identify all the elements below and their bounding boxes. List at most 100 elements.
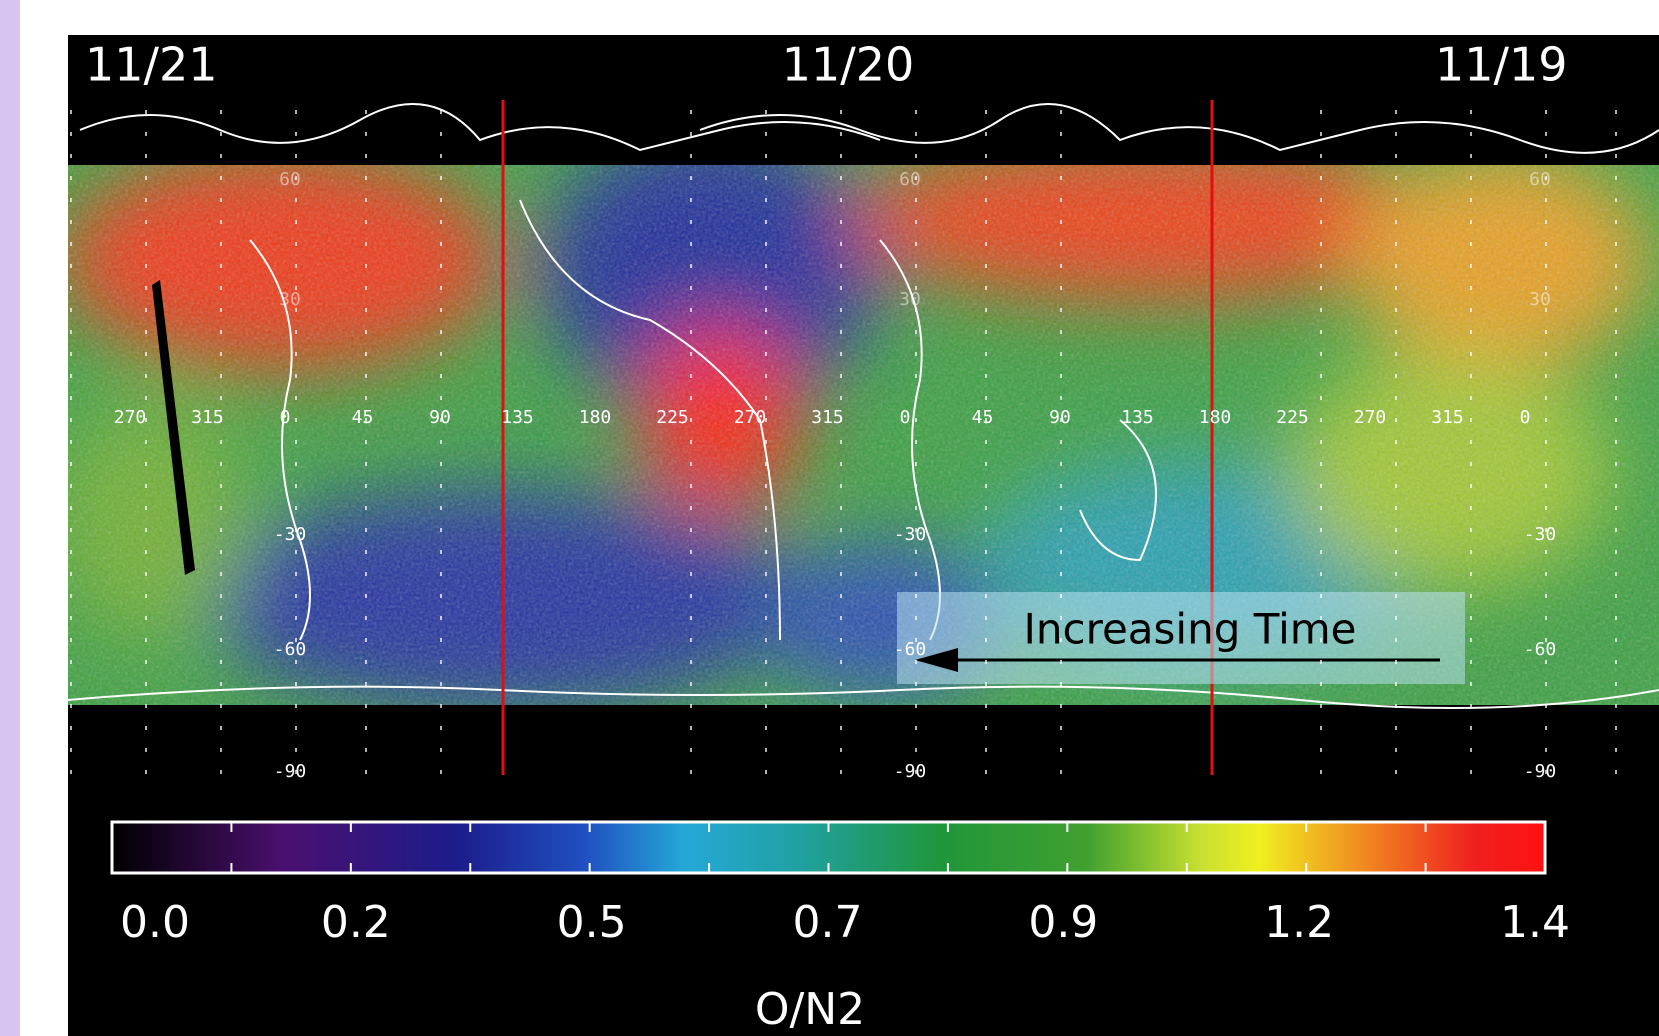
grid-dot — [145, 682, 147, 686]
grid-dot — [365, 484, 367, 488]
grid-dot — [1395, 418, 1397, 422]
annotation: Increasing Time — [1024, 605, 1357, 654]
grid-dot — [1395, 726, 1397, 730]
grid-dot — [840, 616, 842, 620]
longitude-label: 180 — [579, 407, 612, 428]
grid-dot — [1320, 638, 1322, 642]
grid-dot — [1545, 352, 1547, 356]
latitude-label: -30 — [274, 524, 307, 545]
grid-dot — [1615, 154, 1617, 158]
grid-dot — [365, 704, 367, 708]
grid-dot — [145, 264, 147, 268]
grid-dot — [840, 440, 842, 444]
grid-dot — [1470, 506, 1472, 510]
grid-dot — [70, 506, 72, 510]
grid-dot — [440, 462, 442, 466]
grid-dot — [915, 682, 917, 686]
grid-dot — [1615, 594, 1617, 598]
date-label: 11/19 — [1435, 38, 1568, 92]
grid-dot — [365, 242, 367, 246]
grid-dot — [690, 660, 692, 664]
grid-dot — [690, 440, 692, 444]
grid-dot — [70, 132, 72, 136]
grid-dot — [1060, 726, 1062, 730]
grid-dot — [145, 330, 147, 334]
grid-dot — [365, 308, 367, 312]
colorbar-tick-label: 0.0 — [120, 897, 190, 948]
grid-dot — [765, 286, 767, 290]
grid-dot — [70, 198, 72, 202]
grid-dot — [915, 748, 917, 752]
grid-dot — [915, 330, 917, 334]
grid-dot — [1395, 462, 1397, 466]
grid-dot — [70, 726, 72, 730]
grid-dot — [70, 616, 72, 620]
grid-dot — [690, 638, 692, 642]
grid-dot — [440, 242, 442, 246]
grid-dot — [1395, 220, 1397, 224]
grid-dot — [840, 528, 842, 532]
grid-dot — [915, 462, 917, 466]
grid-dot — [690, 308, 692, 312]
grid-dot — [365, 286, 367, 290]
grid-dot — [440, 110, 442, 114]
grid-dot — [765, 638, 767, 642]
longitude-label: 225 — [1276, 407, 1309, 428]
latitude-label: -90 — [274, 761, 307, 782]
grid-dot — [840, 748, 842, 752]
grid-dot — [1320, 726, 1322, 730]
grid-dot — [220, 308, 222, 312]
grid-dot — [1545, 704, 1547, 708]
grid-dot — [1395, 198, 1397, 202]
grid-dot — [145, 506, 147, 510]
colorbar-tick-label: 0.2 — [321, 897, 391, 948]
grid-dot — [295, 110, 297, 114]
latitude-label: 30 — [279, 289, 301, 310]
grid-dot — [840, 242, 842, 246]
grid-dot — [1615, 616, 1617, 620]
grid-dot — [1320, 264, 1322, 268]
grid-dot — [1545, 220, 1547, 224]
grid-dot — [295, 308, 297, 312]
grid-dot — [145, 440, 147, 444]
grid-dot — [690, 572, 692, 576]
grid-dot — [220, 176, 222, 180]
grid-dot — [70, 484, 72, 488]
grid-dot — [295, 198, 297, 202]
grid-dot — [1615, 286, 1617, 290]
grid-dot — [1060, 484, 1062, 488]
grid-dot — [1545, 594, 1547, 598]
grid-dot — [985, 286, 987, 290]
grid-dot — [295, 132, 297, 136]
grid-dot — [1060, 154, 1062, 158]
grid-dot — [1615, 242, 1617, 246]
grid-dot — [690, 704, 692, 708]
longitude-label: 225 — [656, 407, 689, 428]
grid-dot — [1395, 308, 1397, 312]
grid-dot — [220, 770, 222, 774]
grid-dot — [365, 154, 367, 158]
grid-dot — [365, 616, 367, 620]
grid-dot — [70, 770, 72, 774]
grid-dot — [295, 176, 297, 180]
grid-dot — [1395, 572, 1397, 576]
grid-dot — [1545, 264, 1547, 268]
grid-dot — [1395, 132, 1397, 136]
grid-dot — [915, 660, 917, 664]
grid-dot — [765, 220, 767, 224]
grid-dot — [365, 550, 367, 554]
grid-dot — [1470, 220, 1472, 224]
grid-dot — [1545, 638, 1547, 642]
grid-dot — [765, 506, 767, 510]
grid-dot — [1320, 462, 1322, 466]
grid-dot — [145, 220, 147, 224]
grid-dot — [985, 594, 987, 598]
grid-dot — [220, 462, 222, 466]
grid-dot — [1615, 110, 1617, 114]
grid-dot — [1470, 660, 1472, 664]
grid-dot — [1470, 374, 1472, 378]
grid-dot — [295, 660, 297, 664]
grid-dot — [985, 704, 987, 708]
grid-dot — [915, 110, 917, 114]
grid-dot — [295, 440, 297, 444]
